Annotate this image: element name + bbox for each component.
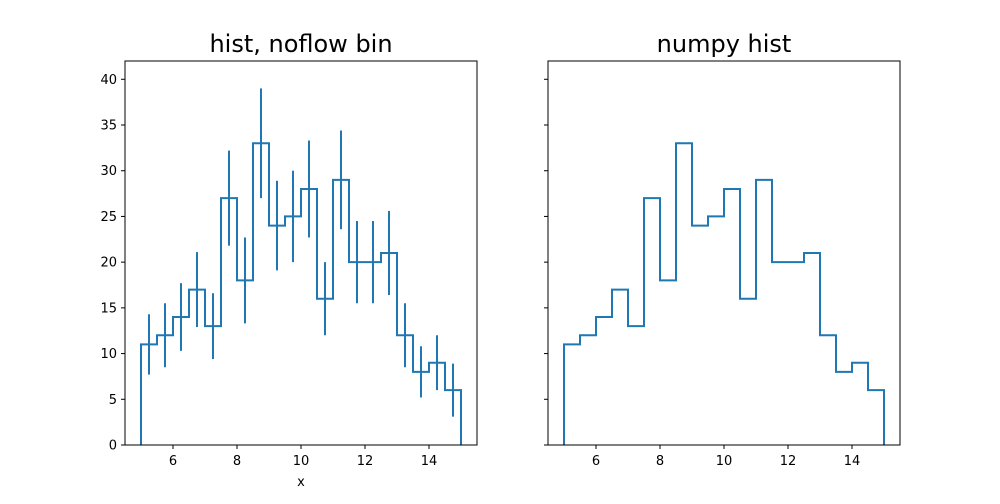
chart-panel-left: hist, noflow bin 6 8 10 12 14 0 5 10 15 20 25 30 35 4… bbox=[100, 30, 478, 490]
x-tick-label: 6 bbox=[592, 454, 600, 469]
y-tick-label: 20 bbox=[100, 256, 117, 271]
chart-panel-right: numpy hist 6 8 10 12 14 bbox=[544, 30, 901, 469]
x-tick-label: 8 bbox=[233, 454, 241, 469]
chart-title-right: numpy hist bbox=[657, 30, 792, 58]
x-tick-label: 8 bbox=[656, 454, 664, 469]
x-tick-label: 14 bbox=[421, 454, 438, 469]
chart-title-left: hist, noflow bin bbox=[209, 30, 392, 58]
axes-frame bbox=[124, 60, 478, 446]
x-axis-label-left: x bbox=[297, 475, 305, 490]
x-tick-label: 10 bbox=[716, 454, 733, 469]
histogram-step-line bbox=[140, 142, 462, 445]
x-tick-label: 10 bbox=[293, 454, 310, 469]
y-tick-label: 5 bbox=[109, 393, 117, 408]
x-tick-label: 12 bbox=[780, 454, 797, 469]
x-tick-label: 12 bbox=[357, 454, 374, 469]
axes-frame bbox=[547, 60, 901, 446]
y-tick-label: 15 bbox=[100, 301, 117, 316]
y-tick-label: 35 bbox=[100, 119, 117, 134]
y-tick-label: 40 bbox=[100, 73, 117, 88]
y-tick-label: 25 bbox=[100, 210, 117, 225]
y-tick-label: 10 bbox=[100, 347, 117, 362]
x-tick-label: 14 bbox=[844, 454, 861, 469]
y-tick-label: 30 bbox=[100, 164, 117, 179]
y-tick-label: 0 bbox=[109, 439, 117, 454]
x-tick-label: 6 bbox=[169, 454, 177, 469]
histogram-step-line bbox=[563, 142, 885, 445]
